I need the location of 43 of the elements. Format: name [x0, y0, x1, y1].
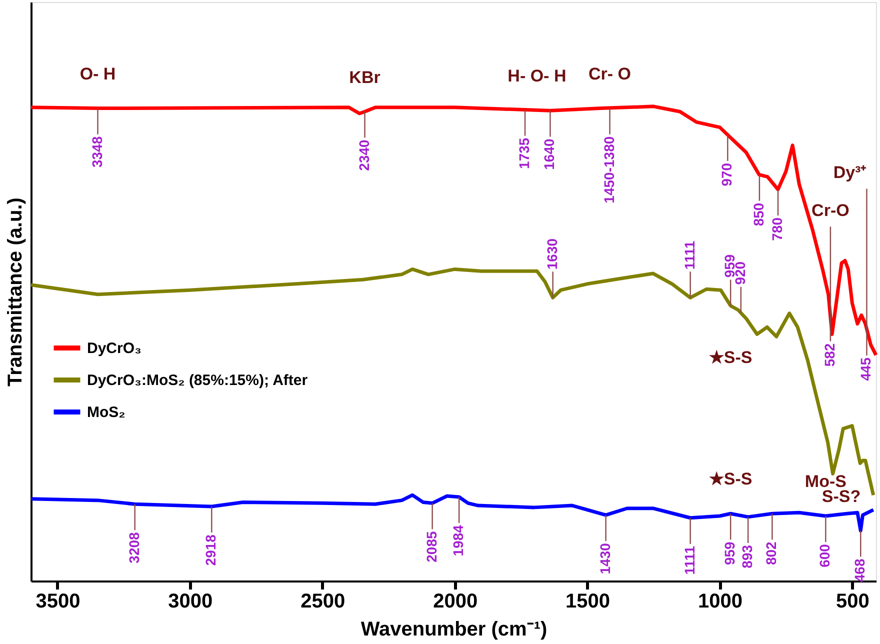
annotation: ★S-S	[708, 470, 752, 489]
x-tick-label: 3000	[168, 590, 213, 612]
x-tick-label: 3500	[36, 590, 80, 612]
annotation: ★S-S	[708, 348, 752, 367]
annotation: 1630	[544, 238, 560, 270]
annotation: 1984	[450, 524, 466, 556]
annotation: 1430	[596, 542, 613, 574]
annotation: 2340	[356, 139, 372, 171]
x-tick-label: 1500	[566, 590, 610, 612]
annotation: 600	[816, 544, 833, 568]
annotation: 1111	[681, 546, 698, 575]
legend-label: MoS₂	[87, 404, 126, 421]
annotation: 850	[750, 202, 766, 226]
annotation: 970	[718, 162, 735, 186]
annotation: 1640	[541, 138, 558, 170]
annotation: Cr- O	[588, 64, 632, 84]
annotation: KBr	[349, 68, 381, 87]
annotation: 582	[821, 343, 838, 367]
y-axis-title: Transmittance (a.u.)	[4, 198, 26, 386]
annotation: 893	[739, 544, 756, 568]
annotation: 468	[852, 558, 868, 582]
annotation: 1111	[681, 240, 698, 270]
annotation: Dy³⁺	[833, 163, 867, 182]
annotation: O- H	[80, 64, 116, 84]
annotation: 3348	[88, 136, 105, 168]
x-tick-label: 500	[836, 590, 870, 612]
annotation: Cr-O	[812, 201, 850, 220]
legend-label: DyCrO₃	[87, 340, 142, 357]
annotation: H- O- H	[508, 66, 566, 86]
x-tick-label: 2000	[433, 590, 478, 612]
annotation: 445	[858, 357, 874, 381]
annotation: 2918	[202, 534, 219, 566]
annotation: 3208	[126, 532, 142, 564]
annotation: 1450-1380	[600, 136, 617, 204]
annotation: 959	[722, 541, 738, 566]
x-axis-title: Wavenumber (cm⁻¹)	[360, 618, 548, 640]
x-tick-label: 1000	[698, 590, 742, 612]
annotation: 780	[768, 217, 785, 241]
annotation: 1735	[516, 138, 532, 169]
legend-label: DyCrO₃:MoS₂ (85%:15%); After	[87, 372, 308, 389]
x-tick-label: 2500	[300, 590, 346, 612]
annotation: 802	[763, 541, 780, 566]
annotation: 2085	[423, 531, 440, 562]
